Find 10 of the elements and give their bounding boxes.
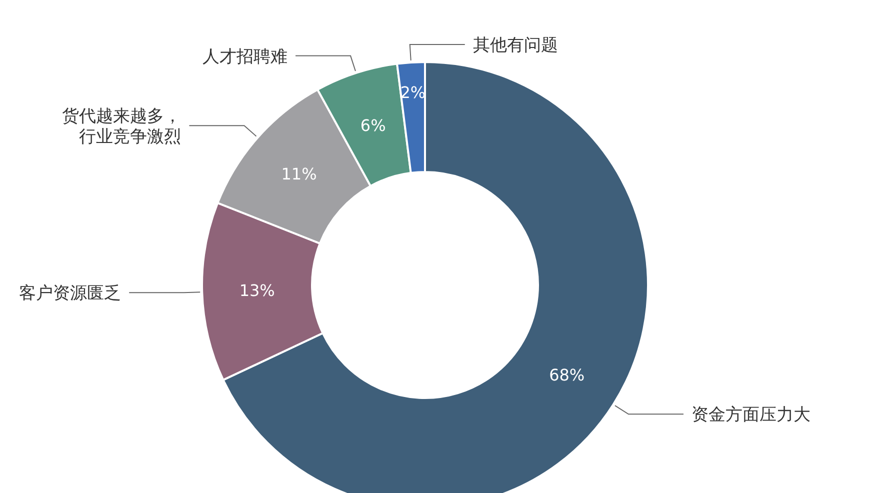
slice-label: 人才招聘难 — [202, 46, 288, 67]
slice-label: 其他有问题 — [472, 35, 558, 56]
data-label: 6% — [360, 116, 386, 135]
slice-label: 客户资源匮乏 — [19, 284, 122, 304]
data-label: 68% — [549, 366, 585, 385]
data-label: 13% — [239, 280, 275, 300]
data-label: 11% — [281, 164, 317, 184]
data-label: 2% — [400, 82, 426, 102]
slice-label: 资金方面压力大 — [691, 405, 810, 426]
slice-label: 货代越来越多，行业竞争激烈 — [62, 106, 182, 147]
